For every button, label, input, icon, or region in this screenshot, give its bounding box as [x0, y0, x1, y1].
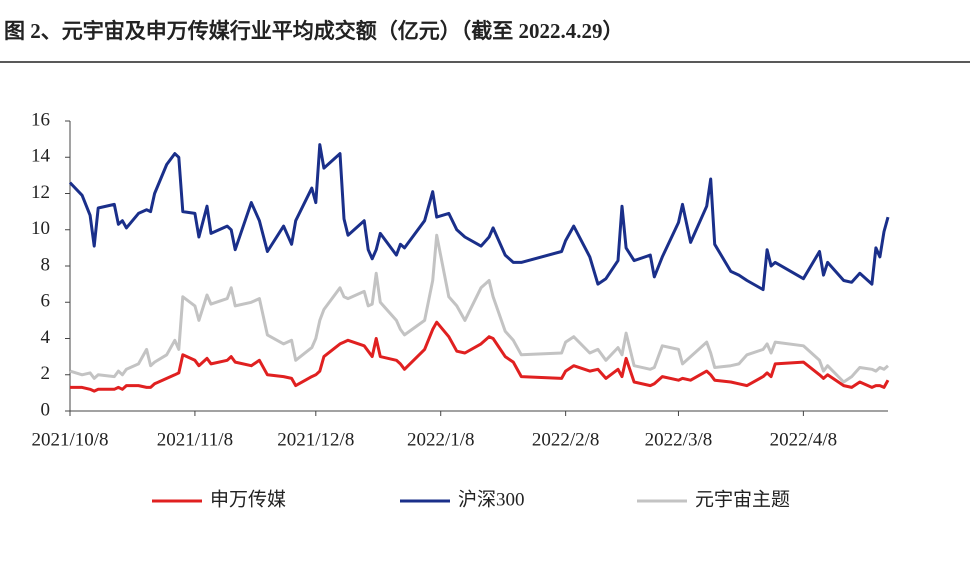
y-tick-label: 8 — [41, 254, 51, 275]
x-tick-label: 2022/1/8 — [407, 429, 475, 450]
x-tick-label: 2022/2/8 — [532, 429, 600, 450]
y-tick-label: 12 — [31, 182, 50, 203]
x-tick-label: 2021/11/8 — [157, 429, 233, 450]
series-line — [70, 320, 890, 393]
legend-label: 申万传媒 — [210, 488, 286, 510]
y-tick-label: 14 — [31, 146, 51, 167]
y-tick-label: 16 — [31, 109, 50, 130]
x-tick-label: 2022/4/8 — [770, 429, 838, 450]
legend-label: 沪深300 — [458, 488, 525, 510]
chart-title: 图 2、元宇宙及申万传媒行业平均成交额（亿元）（截至 2022.4.29） — [4, 19, 624, 43]
series-line — [68, 143, 890, 292]
x-tick-label: 2021/10/8 — [31, 429, 108, 450]
legend-label: 元宇宙主题 — [695, 488, 790, 510]
y-tick-label: 6 — [41, 291, 51, 312]
y-tick-label: 2 — [41, 363, 51, 384]
x-tick-label: 2021/12/8 — [277, 429, 354, 450]
series-line — [69, 233, 890, 384]
x-tick-label: 2022/3/8 — [645, 429, 713, 450]
y-tick-label: 10 — [31, 218, 50, 239]
y-tick-label: 4 — [41, 327, 51, 348]
y-tick-label: 0 — [41, 399, 51, 420]
